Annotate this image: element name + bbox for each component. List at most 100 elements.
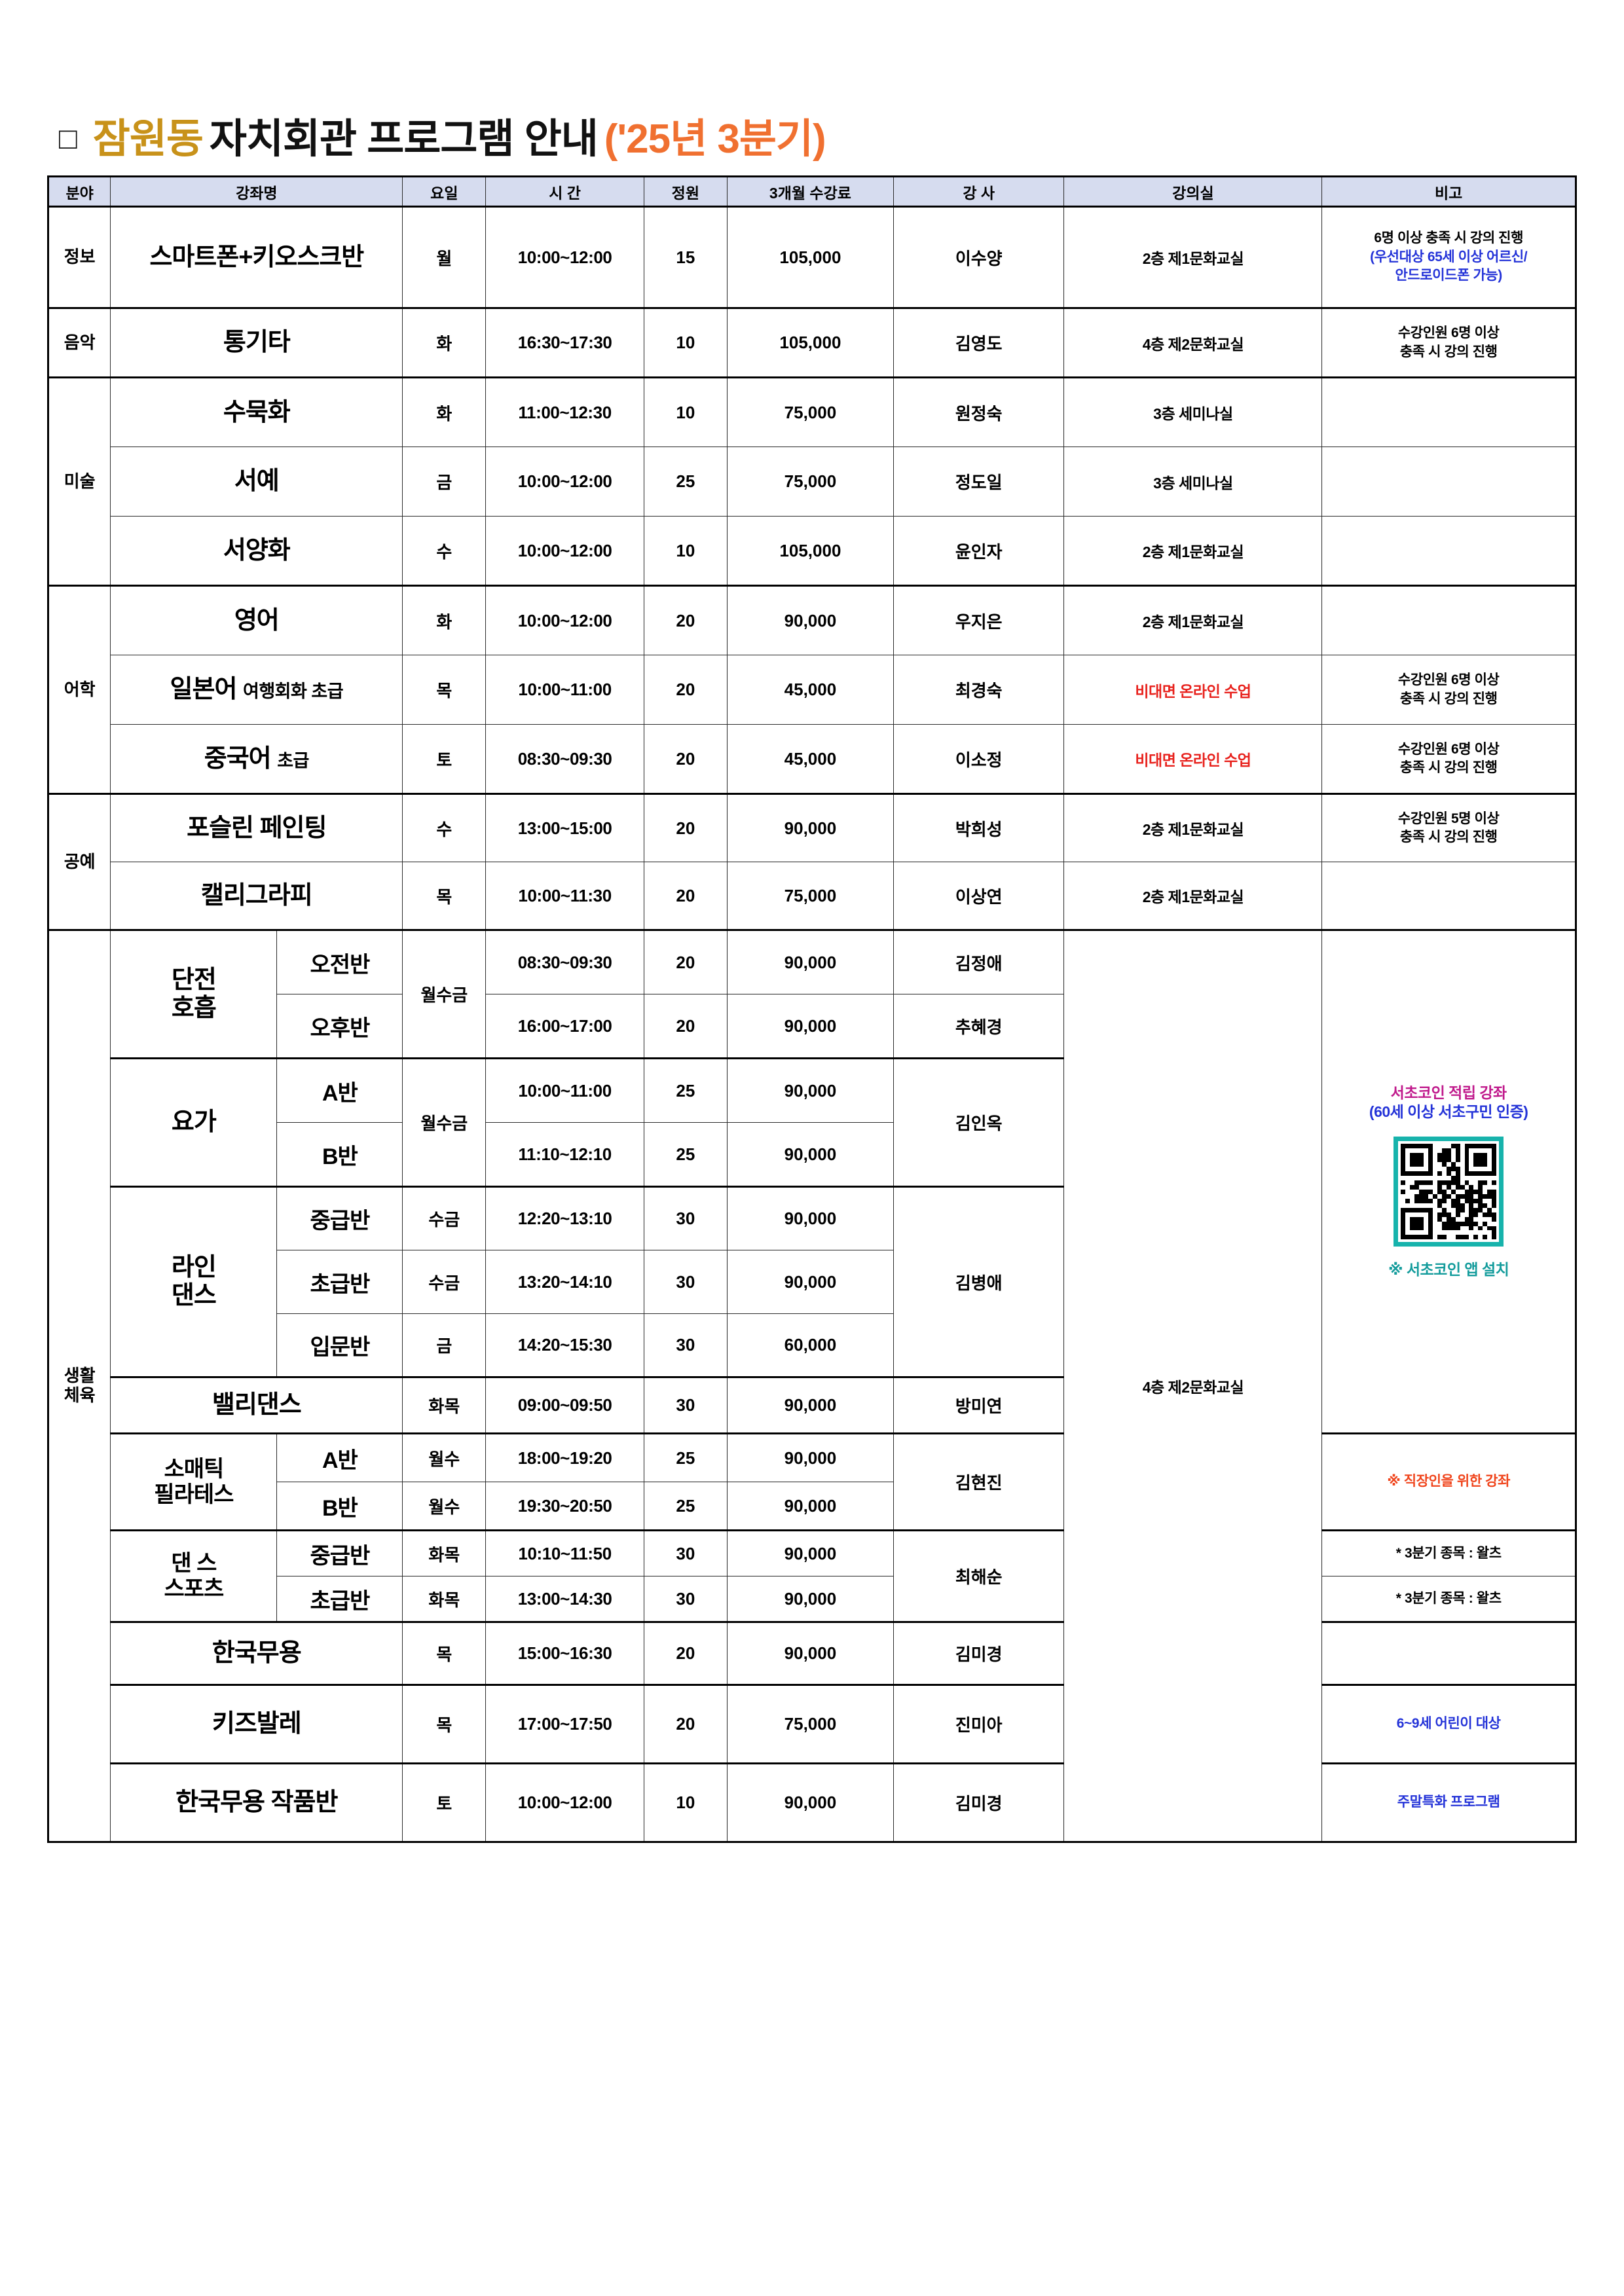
- cell-note: [1321, 516, 1576, 586]
- cell-fee: 90,000: [726, 1250, 894, 1314]
- cell-note: * 3분기 종목 : 왈츠: [1321, 1529, 1576, 1576]
- cell-course: 밸리댄스: [110, 1376, 403, 1434]
- cell-fee: 90,000: [726, 793, 894, 862]
- qr-note-text: 서초코인 적립 강좌 (60세 이상 서초구민 인증): [1325, 1084, 1572, 1123]
- cell-time: 10:00~12:00: [485, 585, 644, 655]
- cell-course-group: 단전 호흡: [110, 929, 278, 1059]
- cell-note: [1321, 1621, 1576, 1685]
- cell-time: 10:00~12:00: [485, 516, 644, 586]
- cell-day: 금: [402, 1313, 487, 1377]
- cell-course: 수묵화: [110, 376, 403, 447]
- cell-teacher: 윤인자: [893, 516, 1065, 586]
- cell-teacher: 정도일: [893, 446, 1065, 517]
- cell-note: 수강인원 6명 이상 충족 시 강의 진행: [1321, 307, 1576, 378]
- cell-room: 2층 제1문화교실: [1063, 793, 1323, 862]
- table-row: 입문반 금 14:20~15:30 30 60,000: [48, 1313, 1576, 1377]
- cell-time: 09:00~09:50: [485, 1376, 644, 1434]
- cell-room: 3층 세미나실: [1063, 376, 1323, 447]
- cell-subclass: 중급반: [276, 1529, 403, 1576]
- cell-capacity: 30: [643, 1186, 728, 1250]
- cell-field: 정보: [47, 206, 111, 308]
- table-row: 음악 통기타 화 16:30~17:30 10 105,000 김영도 4층 제…: [47, 307, 1576, 378]
- cell-room: 2층 제1문화교실: [1063, 862, 1323, 930]
- cell-time: 15:00~16:30: [485, 1621, 644, 1685]
- cell-day: 목: [402, 655, 487, 725]
- cell-capacity: 25: [643, 1432, 728, 1482]
- cell-day: 수: [402, 516, 487, 586]
- cell-day: 월수금: [402, 929, 487, 1059]
- cell-subclass: 오전반: [276, 929, 403, 994]
- cell-day: 월수: [402, 1482, 487, 1531]
- cell-course: 한국무용 작품반: [110, 1762, 403, 1842]
- col-header-capacity: 정원: [643, 176, 728, 207]
- table-row: 생활 체육 단전 호흡 오전반 월수금 08:30~09:30 20 90,00…: [47, 929, 1576, 1842]
- cell-fee: 90,000: [726, 1621, 894, 1685]
- cell-subclass: 오후반: [276, 994, 403, 1059]
- cell-fee: 75,000: [726, 446, 894, 517]
- title-quarter: ('25년 3분기): [604, 117, 826, 162]
- cell-subclass: A반: [276, 1432, 403, 1482]
- cell-room: 4층 제2문화교실: [1063, 929, 1323, 1842]
- cell-capacity: 20: [643, 585, 728, 655]
- qr-caption: ※ 서초코인 앱 설치: [1388, 1261, 1509, 1279]
- table-row: 중국어 초급 토 08:30~09:30 20 45,000 이소정 비대면 온…: [48, 724, 1576, 794]
- cell-capacity: 20: [643, 862, 728, 930]
- note-line: 충족 시 강의 진행: [1399, 691, 1498, 706]
- cell-course: 스마트폰+키오스크반: [110, 206, 403, 308]
- qr-note-line2: (60세 이상 서초구민 인증): [1369, 1103, 1528, 1121]
- cell-subclass: 중급반: [276, 1186, 403, 1250]
- cell-capacity: 30: [643, 1250, 728, 1314]
- cell-course: 서양화: [110, 516, 403, 586]
- col-header-teacher: 강 사: [893, 176, 1065, 207]
- cell-capacity: 25: [643, 1122, 728, 1187]
- cell-fee: 45,000: [726, 655, 894, 725]
- cell-capacity: 20: [643, 929, 728, 994]
- cell-subclass: 입문반: [276, 1313, 403, 1377]
- cell-time: 10:00~12:00: [485, 1762, 644, 1842]
- cell-capacity: 20: [643, 724, 728, 794]
- cell-field: 미술: [47, 376, 111, 586]
- cell-capacity: 25: [643, 1482, 728, 1531]
- note-line: * 3분기 종목 : 왈츠: [1395, 1545, 1502, 1561]
- cell-fee: 90,000: [726, 1529, 894, 1576]
- cell-fee: 105,000: [726, 206, 894, 308]
- table-row: 한국무용 작품반 토 10:00~12:00 10 90,000 김미경 주말특…: [48, 1762, 1576, 1842]
- cell-note: 수강인원 6명 이상 충족 시 강의 진행: [1321, 655, 1576, 725]
- cell-field: 생활 체육: [47, 929, 111, 1842]
- cell-day: 월수금: [402, 1057, 487, 1187]
- cell-time: 11:10~12:10: [485, 1122, 644, 1187]
- cell-capacity: 10: [643, 1762, 728, 1842]
- cell-time: 10:00~12:00: [485, 206, 644, 308]
- cell-course-group: 소매틱 필라테스: [110, 1432, 278, 1531]
- cell-subclass: 초급반: [276, 1250, 403, 1314]
- cell-teacher: 김병애: [893, 1186, 1065, 1377]
- note-line: 수강인원 6명 이상: [1397, 741, 1500, 757]
- note-line: 수강인원 6명 이상: [1397, 672, 1500, 688]
- cell-teacher: 진미아: [893, 1684, 1065, 1764]
- cell-note: [1321, 446, 1576, 517]
- cell-capacity: 30: [643, 1313, 728, 1377]
- table-row: 일본어 여행회화 초급 목 10:00~11:00 20 45,000 최경숙 …: [48, 655, 1576, 725]
- cell-day: 화목: [402, 1576, 487, 1622]
- table-row: 초급반 화목 13:00~14:30 30 90,000 * 3분기 종목 : …: [48, 1576, 1576, 1622]
- cell-day: 화: [402, 585, 487, 655]
- cell-day: 목: [402, 1684, 487, 1764]
- cell-teacher: 최해순: [893, 1529, 1065, 1622]
- cell-capacity: 25: [643, 1057, 728, 1123]
- cell-teacher: 김미경: [893, 1762, 1065, 1842]
- cell-day: 수: [402, 793, 487, 862]
- table-row: 댄 스 스포츠 중급반 화목 10:10~11:50 30 90,000 최해순…: [48, 1529, 1576, 1622]
- table-row: 정보 스마트폰+키오스크반 월 10:00~12:00 15 105,000 이…: [47, 206, 1576, 308]
- cell-time: 14:20~15:30: [485, 1313, 644, 1377]
- note-line: ※ 직장인을 위한 강좌: [1387, 1474, 1511, 1489]
- cell-course: 일본어 여행회화 초급: [110, 655, 403, 725]
- cell-time: 17:00~17:50: [485, 1684, 644, 1764]
- note-line: * 3분기 종목 : 왈츠: [1395, 1590, 1502, 1606]
- cell-fee: 90,000: [726, 929, 894, 994]
- cell-capacity: 10: [643, 516, 728, 586]
- cell-teacher: 김영도: [893, 307, 1065, 378]
- col-header-field: 분야: [47, 176, 111, 207]
- table-row: 요가 A반 월수금 10:00~11:00 25 90,000 김인옥: [48, 1057, 1576, 1187]
- table-row: 서예 금 10:00~12:00 25 75,000 정도일 3층 세미나실: [48, 446, 1576, 517]
- program-schedule-table: 분야 강좌명 요일 시 간 정원 3개월 수강료 강 사 강의실 비고 정보 스…: [47, 175, 1577, 1843]
